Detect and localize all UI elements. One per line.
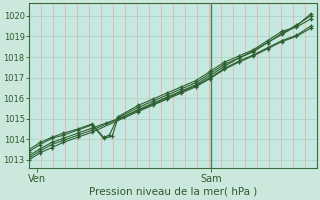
X-axis label: Pression niveau de la mer( hPa ): Pression niveau de la mer( hPa ) — [89, 187, 257, 197]
